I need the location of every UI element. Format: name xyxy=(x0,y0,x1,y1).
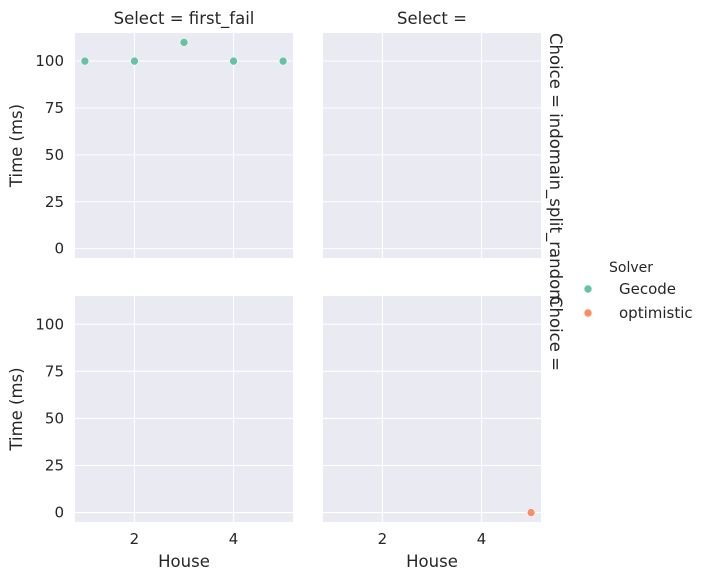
facet-title: Select = first_fail xyxy=(114,9,255,29)
data-point xyxy=(179,38,189,47)
x-axis-label: House xyxy=(158,552,210,571)
panel-background xyxy=(75,296,293,522)
y-tick-label: 0 xyxy=(54,504,64,522)
x-tick-label: 2 xyxy=(130,530,140,548)
y-tick-label: 25 xyxy=(45,457,64,475)
y-tick-label: 100 xyxy=(35,315,64,333)
y-axis-label: Time (ms) xyxy=(7,104,26,188)
x-tick-label: 4 xyxy=(477,530,487,548)
y-tick-label: 100 xyxy=(35,52,64,70)
data-point xyxy=(80,56,90,66)
y-tick-label: 0 xyxy=(54,240,64,258)
legend-label: Gecode xyxy=(619,280,676,298)
panel-background xyxy=(323,33,541,258)
y-axis-label: Time (ms) xyxy=(7,367,26,451)
y-tick-label: 50 xyxy=(45,146,64,164)
legend-label: optimistic xyxy=(619,304,693,322)
facet-row-label: Choice = indomain_split_random xyxy=(545,33,565,305)
y-tick-label: 75 xyxy=(45,362,64,380)
data-point xyxy=(526,508,536,517)
facet-title: Select = xyxy=(397,9,467,28)
y-tick-label: 75 xyxy=(45,99,64,117)
facet-row-label: Choice = xyxy=(546,296,565,371)
x-tick-label: 4 xyxy=(229,530,239,548)
legend-marker xyxy=(583,308,593,318)
y-tick-label: 50 xyxy=(45,409,64,427)
x-tick-label: 2 xyxy=(378,530,388,548)
panel-background xyxy=(323,296,541,522)
data-point xyxy=(229,56,238,66)
y-tick-label: 25 xyxy=(45,193,64,211)
legend-title: Solver xyxy=(609,260,653,276)
legend-marker xyxy=(583,284,593,294)
data-point xyxy=(130,56,139,66)
x-axis-label: House xyxy=(406,552,458,571)
data-point xyxy=(278,56,288,66)
panel-background xyxy=(75,33,293,258)
